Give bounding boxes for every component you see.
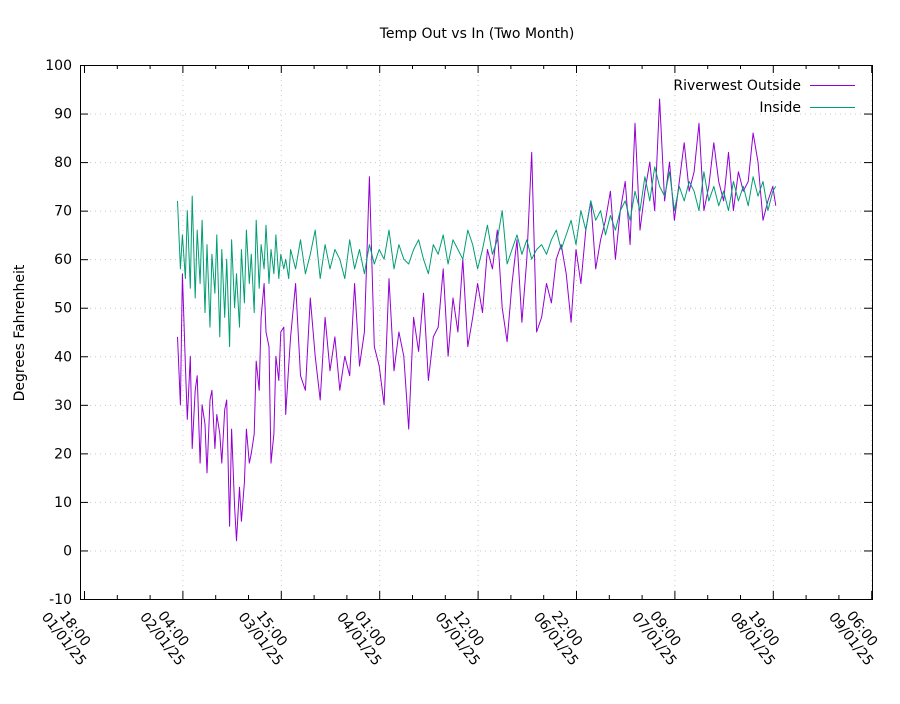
- grid-layer: [80, 65, 873, 599]
- legend-label-0: Riverwest Outside: [673, 78, 801, 94]
- y-tick-label: 70: [54, 204, 72, 220]
- y-tick-label: 80: [54, 155, 72, 171]
- y-tick-label: 40: [54, 349, 72, 365]
- y-tick-label: 100: [45, 58, 72, 74]
- y-tick-label: 30: [54, 398, 72, 414]
- y-tick-label: 50: [54, 301, 72, 317]
- chart-title: Temp Out vs In (Two Month): [379, 26, 575, 42]
- legend: Riverwest Outside Inside: [673, 78, 855, 116]
- y-tick-label: 10: [54, 495, 72, 511]
- legend-label-1: Inside: [759, 100, 801, 116]
- y-tick-label: 20: [54, 446, 72, 462]
- plot-area-frame: [80, 65, 873, 600]
- series-layer: [177, 98, 777, 542]
- y-axis-label: Degrees Fahrenheit: [12, 264, 28, 401]
- series-line-0: [177, 98, 777, 542]
- series-line-1: [177, 166, 777, 348]
- y-tick-label: 90: [54, 107, 72, 123]
- y-tick-label: 0: [63, 543, 72, 559]
- y-tick-label: -10: [49, 592, 72, 608]
- y-tick-label: 60: [54, 252, 72, 268]
